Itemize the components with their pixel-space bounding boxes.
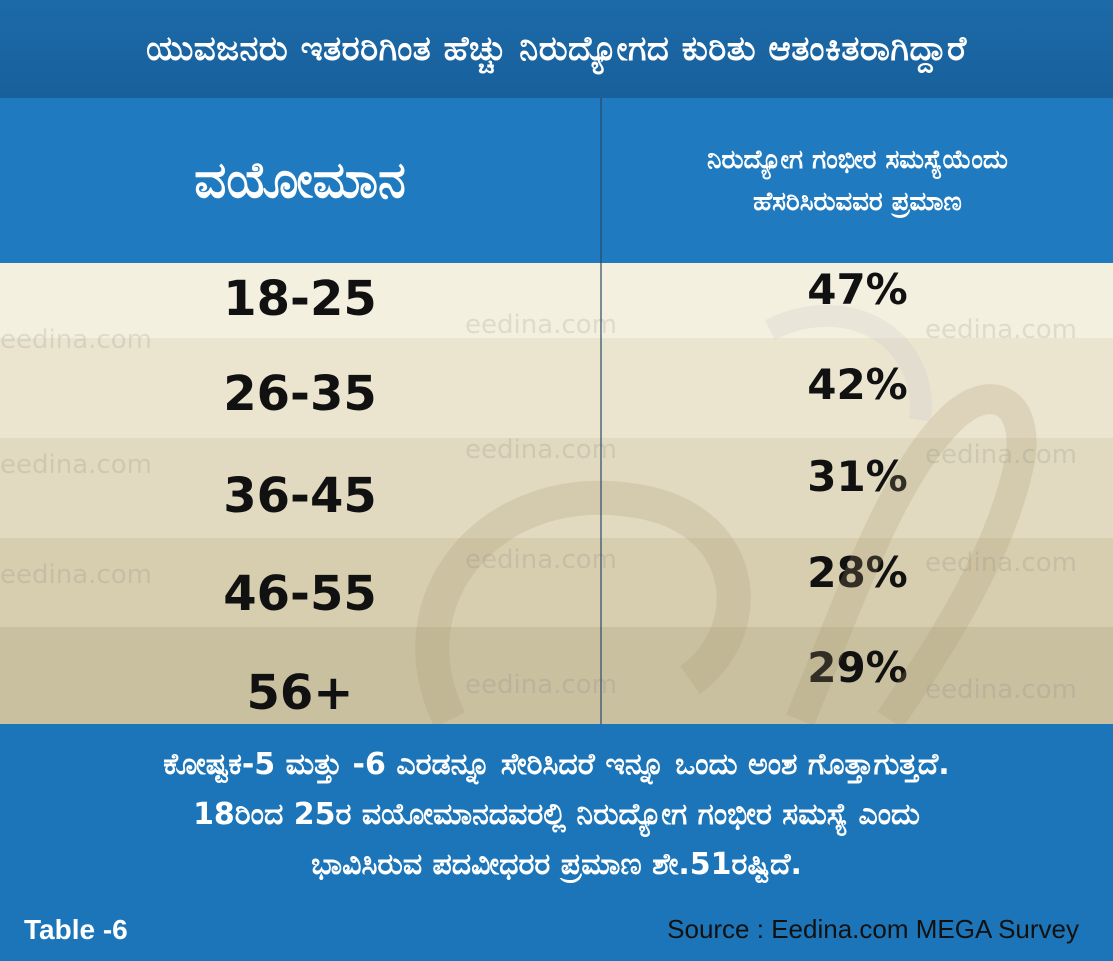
page-title: ಯುವಜನರು ಇತರರಿಗಿಂತ ಹೆಚ್ಚು ನಿರುದ್ಯೋಗದ ಕುರಿ…	[0, 0, 1113, 98]
table-body: 18-25 47% 26-35 42% 36-45 31% 46-55 28% …	[0, 263, 1113, 724]
age-cell: 46-55	[223, 566, 377, 622]
age-cell: 56+	[246, 665, 354, 721]
share-header-line-1: ನಿರುದ್ಯೋಗ ಗಂಭೀರ ಸಮಸ್ಯೆಯೆಂದು	[707, 144, 1008, 175]
age-cell: 18-25	[223, 271, 377, 327]
share-cell: 47%	[807, 265, 908, 314]
table-row: 36-45 31%	[0, 438, 1113, 538]
age-cell: 26-35	[223, 366, 377, 422]
footer-panel: ಕೋಷ್ಟಕ-5 ಮತ್ತು -6 ಎರಡನ್ನೂ ಸೇರಿಸಿದರೆ ಇನ್ನ…	[0, 724, 1113, 961]
footnote: ಕೋಷ್ಟಕ-5 ಮತ್ತು -6 ಎರಡನ್ನೂ ಸೇರಿಸಿದರೆ ಇನ್ನ…	[0, 740, 1113, 890]
share-header-line-2: ಹೆಸರಿಸಿರುವವರ ಪ್ರಮಾಣ	[753, 186, 962, 217]
age-cell: 36-45	[223, 468, 377, 524]
footnote-line-2: 18ರಿಂದ 25ರ ವಯೋಮಾನದವರಲ್ಲಿ ನಿರುದ್ಯೋಗ ಗಂಭೀರ…	[193, 797, 920, 832]
share-cell: 28%	[807, 548, 908, 597]
source-credit: Source : Eedina.com MEGA Survey	[667, 914, 1079, 944]
footnote-line-3: ಭಾವಿಸಿರುವ ಪದವೀಧರರ ಪ್ರಮಾಣ ಶೇ.51ರಷ್ಟಿದೆ.	[311, 847, 802, 882]
share-cell: 42%	[807, 360, 908, 409]
share-cell: 29%	[807, 643, 908, 692]
table-header: ವಯೋಮಾನ ನಿರುದ್ಯೋಗ ಗಂಭೀರ ಸಮಸ್ಯೆಯೆಂದು ಹೆಸರಿ…	[0, 98, 1113, 263]
table-label: Table -6	[24, 914, 128, 945]
age-column-header: ವಯೋಮಾನ	[194, 151, 406, 209]
share-column-header: ನಿರುದ್ಯೋಗ ಗಂಭೀರ ಸಮಸ್ಯೆಯೆಂದು ಹೆಸರಿಸಿರುವವರ…	[602, 98, 1113, 263]
table-row: 18-25 47%	[0, 263, 1113, 338]
footnote-line-1: ಕೋಷ್ಟಕ-5 ಮತ್ತು -6 ಎರಡನ್ನೂ ಸೇರಿಸಿದರೆ ಇನ್ನ…	[163, 747, 950, 782]
table-row: 56+ 29%	[0, 627, 1113, 724]
column-divider	[600, 98, 602, 724]
table-row: 26-35 42%	[0, 338, 1113, 438]
share-cell: 31%	[807, 452, 908, 501]
table-row: 46-55 28%	[0, 538, 1113, 627]
